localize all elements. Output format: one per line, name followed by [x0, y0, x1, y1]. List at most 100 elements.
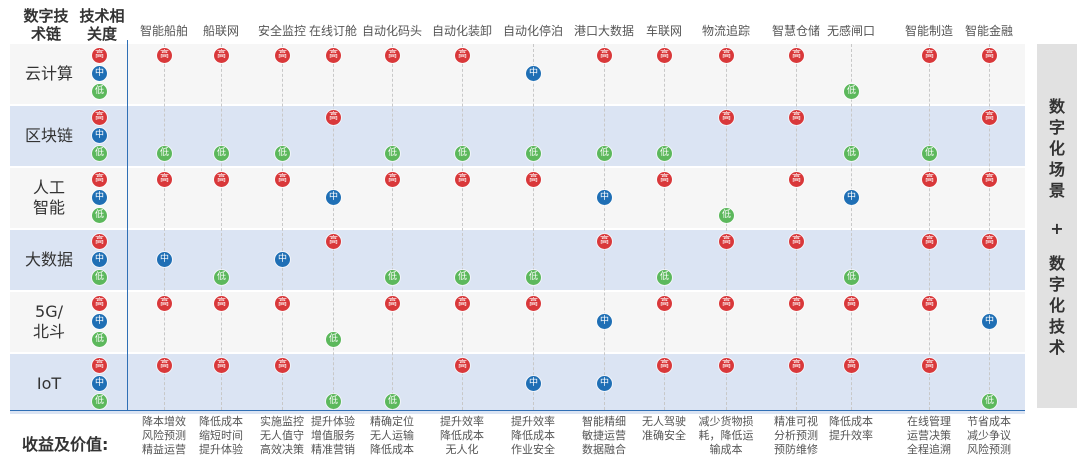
benefit-text: 节省成本 减少争议 风险预测 — [951, 415, 1027, 457]
benefit-line: 降本增效 — [142, 415, 186, 428]
benefit-line: 准确安全 — [642, 429, 686, 442]
benefit-line: 降低成本 — [511, 429, 555, 442]
relevance-dot: 高 — [385, 48, 400, 63]
relevance-dot: 高 — [455, 48, 470, 63]
relevance-dot: 高 — [844, 358, 859, 373]
relevance-dot: 高 — [385, 296, 400, 311]
tech-label: 人工 智能 — [10, 178, 88, 218]
header-relevance: 技术相关度 — [79, 7, 125, 43]
benefit-line: 预防维修 — [774, 443, 818, 456]
relevance-dot: 高 — [275, 48, 290, 63]
relevance-dot: 低 — [326, 394, 341, 409]
benefit-line: 提升效率 — [440, 415, 484, 428]
relevance-dot: 高 — [789, 110, 804, 125]
side-char: 技 — [1048, 317, 1065, 336]
relevance-dot: 高 — [214, 358, 229, 373]
relevance-dot: 高 — [789, 48, 804, 63]
relevance-dot: 高 — [214, 296, 229, 311]
benefit-text: 减少货物损 耗，降低运 输成本 — [688, 415, 764, 457]
relevance-dot: 高 — [526, 296, 541, 311]
relevance-dot: 高 — [275, 358, 290, 373]
benefit-line: 耗，降低运 — [698, 429, 754, 442]
relevance-dot: 高 — [789, 234, 804, 249]
relevance-dot: 低 — [214, 270, 229, 285]
relevance-dot: 高 — [526, 172, 541, 187]
header-tech-chain: 数字技术链 — [23, 7, 69, 43]
legend-low-dot: 低 — [92, 270, 107, 285]
tech-label-line: IoT — [36, 374, 62, 393]
tech-label: 云计算 — [10, 64, 88, 84]
relevance-dot: 高 — [275, 172, 290, 187]
legend-mid-dot: 中 — [92, 190, 107, 205]
relevance-dot: 高 — [719, 296, 734, 311]
scenario-header: 自动化装卸 — [431, 24, 492, 38]
side-char: 字 — [1048, 275, 1065, 294]
legend-mid-dot: 中 — [92, 66, 107, 81]
relevance-dot: 高 — [719, 358, 734, 373]
relevance-dot: 高 — [657, 48, 672, 63]
tech-label-line: 区块链 — [24, 126, 73, 145]
relevance-dot: 低 — [844, 146, 859, 161]
legend-mid-dot: 中 — [92, 252, 107, 267]
benefit-text: 降本增效 风险预测 精益运营 — [126, 415, 202, 457]
benefit-line: 提升效率 — [511, 415, 555, 428]
relevance-dot: 中 — [526, 66, 541, 81]
scenario-header: 在线订舱 — [308, 24, 357, 38]
benefit-line: 输成本 — [709, 443, 743, 456]
relevance-dot: 中 — [275, 252, 290, 267]
side-char: 数 — [1048, 97, 1065, 116]
relevance-dot: 低 — [844, 84, 859, 99]
legend-high-dot: 高 — [92, 48, 107, 63]
benefit-text: 提升体验 增值服务 精准营销 — [295, 415, 371, 457]
benefit-text: 精准可视 分析预测 预防维修 — [758, 415, 834, 457]
scenario-header: 自动化停泊 — [502, 24, 563, 38]
benefit-line: 增值服务 — [311, 429, 355, 442]
relevance-dot: 高 — [719, 234, 734, 249]
benefit-text: 在线管理 运营决策 全程追溯 — [891, 415, 967, 457]
benefit-line: 作业安全 — [511, 443, 555, 456]
relevance-dot: 高 — [982, 110, 997, 125]
relevance-dot: 中 — [326, 190, 341, 205]
relevance-dot: 高 — [657, 296, 672, 311]
column-guide-line — [929, 44, 930, 410]
legend-high-dot: 高 — [92, 358, 107, 373]
benefit-text: 无人驾驶 准确安全 — [626, 415, 702, 443]
benefit-text: 智能精细 敏捷运营 数据融合 — [566, 415, 642, 457]
benefit-text: 提升效率 降低成本 作业安全 — [495, 415, 571, 457]
relevance-dot: 高 — [922, 234, 937, 249]
relevance-dot: 低 — [275, 146, 290, 161]
tech-label: 大数据 — [10, 250, 88, 270]
relevance-dot: 中 — [157, 252, 172, 267]
relevance-dot: 低 — [326, 332, 341, 347]
relevance-dot: 高 — [922, 48, 937, 63]
side-panel: 数字化场景 + 数字化技术 — [1037, 44, 1077, 408]
benefit-line: 智能精细 — [582, 415, 626, 428]
relevance-dot: 低 — [385, 146, 400, 161]
benefit-line: 全程追溯 — [907, 443, 951, 456]
tech-label: 区块链 — [10, 126, 88, 146]
tech-label-line: 大数据 — [24, 250, 73, 269]
benefit-line: 缩短时间 — [199, 429, 243, 442]
benefit-text: 降低成本 提升效率 — [813, 415, 889, 443]
relevance-dot: 高 — [982, 172, 997, 187]
benefit-line: 提升体验 — [199, 443, 243, 456]
benefit-text: 降低成本 缩短时间 提升体验 — [183, 415, 259, 457]
benefit-text: 提升效率 降低成本 无人化 — [424, 415, 500, 457]
relevance-dot: 高 — [157, 172, 172, 187]
scenario-header: 智能制造 — [904, 24, 953, 38]
side-char: 化 — [1048, 139, 1065, 158]
relevance-dot: 高 — [326, 234, 341, 249]
benefit-line: 数据融合 — [582, 443, 626, 456]
relevance-dot: 高 — [597, 48, 612, 63]
column-guide-line — [333, 44, 334, 410]
relevance-dot: 高 — [455, 172, 470, 187]
benefit-line: 在线管理 — [907, 415, 951, 428]
benefit-line: 无人驾驶 — [642, 415, 686, 428]
relevance-dot: 高 — [455, 358, 470, 373]
tech-label-line: 智能 — [32, 198, 65, 217]
legend-mid-dot: 中 — [92, 128, 107, 143]
legend-low-dot: 低 — [92, 208, 107, 223]
tech-label: 5G/北斗 — [10, 302, 88, 342]
relevance-dot: 低 — [526, 146, 541, 161]
bottom-divider — [10, 410, 1025, 411]
